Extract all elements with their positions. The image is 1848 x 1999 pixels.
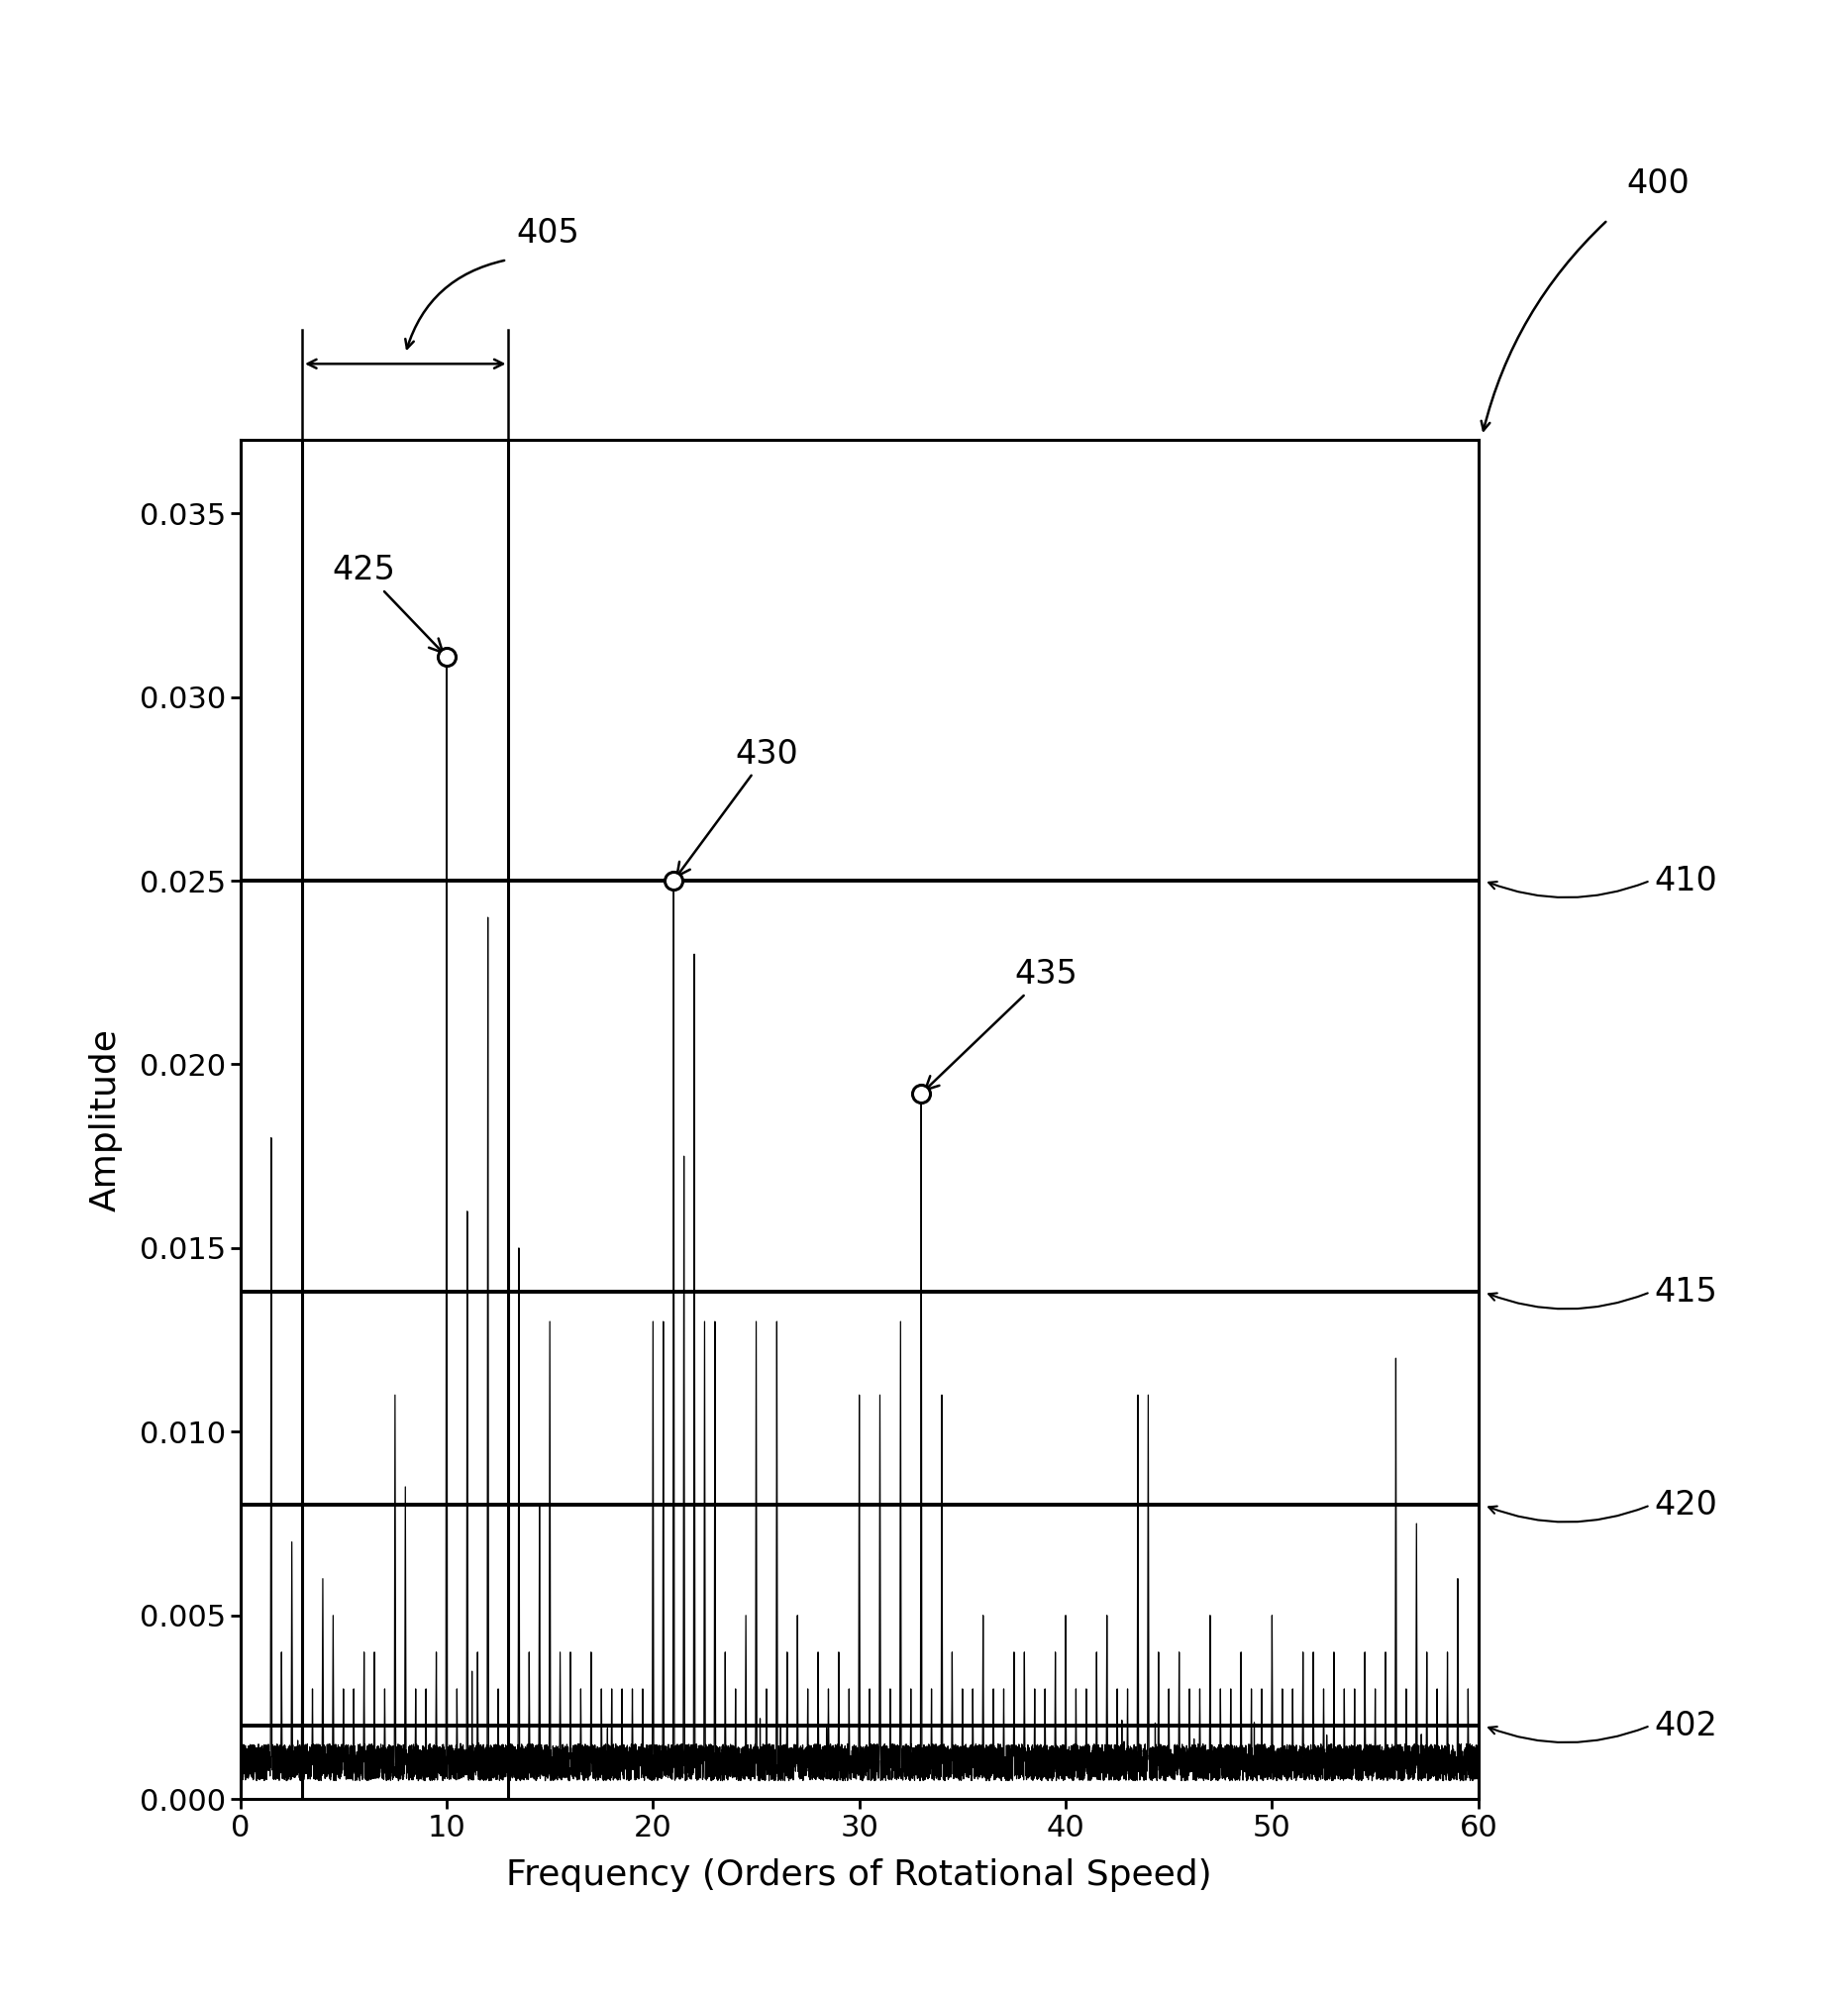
FancyArrowPatch shape [405, 260, 505, 348]
FancyArrowPatch shape [1489, 1727, 1648, 1743]
FancyArrowPatch shape [1489, 882, 1648, 898]
Text: 402: 402 [1654, 1709, 1717, 1741]
Text: 400: 400 [1626, 168, 1689, 200]
Text: 420: 420 [1654, 1489, 1717, 1521]
FancyArrowPatch shape [1489, 1505, 1648, 1521]
Text: 430: 430 [676, 738, 798, 876]
Text: 405: 405 [516, 218, 578, 250]
Y-axis label: Amplitude: Amplitude [89, 1027, 122, 1211]
FancyArrowPatch shape [1489, 1293, 1648, 1309]
Text: 435: 435 [926, 958, 1077, 1089]
FancyArrowPatch shape [1482, 222, 1606, 430]
Text: 410: 410 [1654, 864, 1717, 898]
Text: 425: 425 [333, 554, 444, 652]
FancyArrowPatch shape [307, 360, 503, 368]
Text: 415: 415 [1654, 1275, 1717, 1309]
X-axis label: Frequency (Orders of Rotational Speed): Frequency (Orders of Rotational Speed) [506, 1859, 1212, 1893]
